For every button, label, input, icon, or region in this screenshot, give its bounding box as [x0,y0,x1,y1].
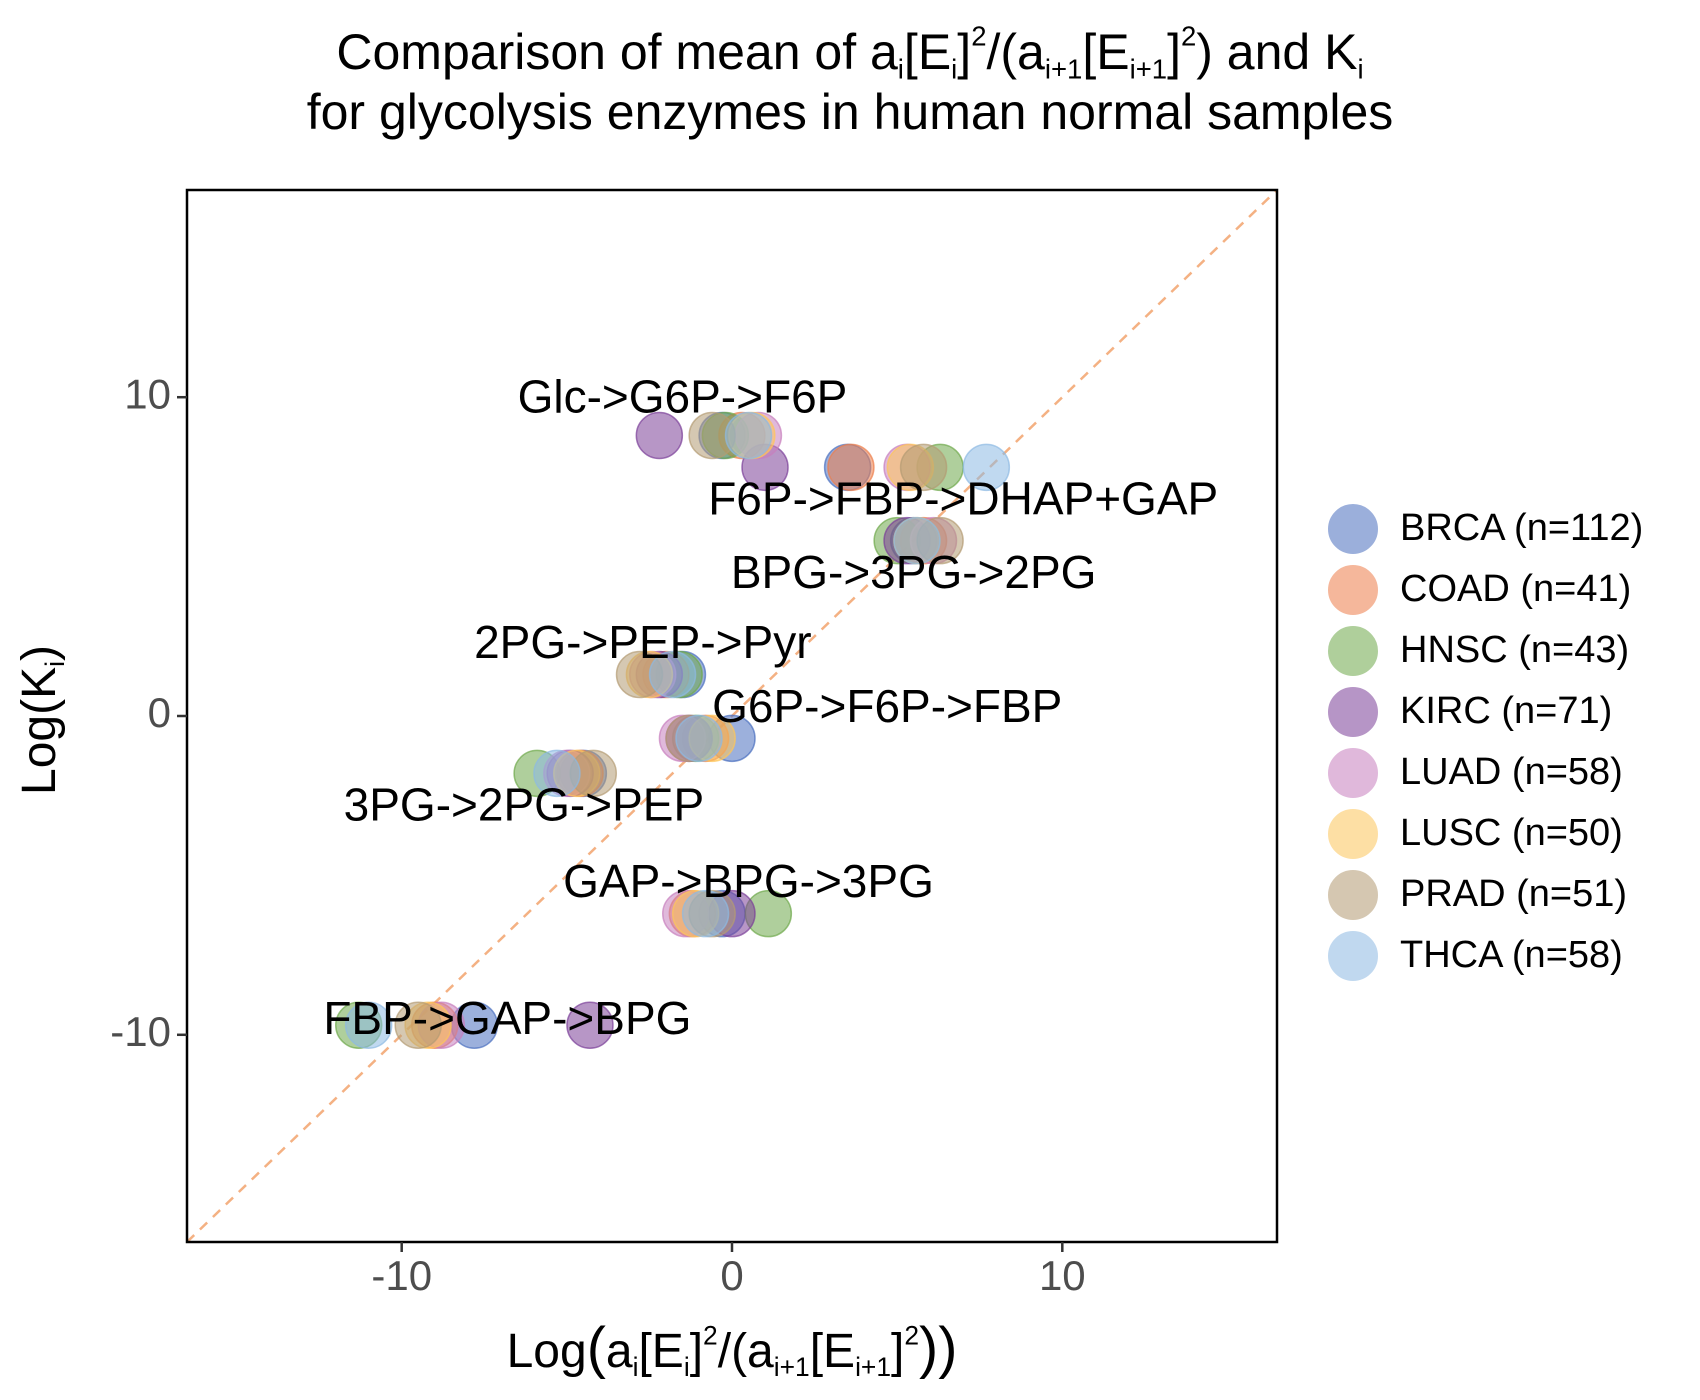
y-tick-label: -10 [110,1008,171,1055]
legend-item: LUAD (n=58) [1328,742,1643,803]
annotations-layer: Glc->G6P->F6P F6P->FBP->DHAP+GAP BPG->3PG-… [323,371,1218,1045]
title-text: (a [1000,24,1045,80]
x-label-sup: 2 [904,1320,920,1351]
legend-label: HNSC (n=43) [1400,629,1630,671]
group-annotation-label: GAP->BPG->3PG [563,855,934,907]
scatter-point [394,1001,442,1049]
legend-item: HNSC (n=43) [1328,620,1643,681]
x-label-sub: i+1 [773,1352,810,1383]
legend-label: COAD (n=41) [1400,568,1632,610]
legend-swatch [1328,808,1378,859]
legend-item: THCA (n=58) [1328,925,1643,986]
title-text: [E [903,24,952,80]
ticks-layer: -10 0 10 -10 0 10 [110,370,1085,1299]
scatter-point [533,749,581,798]
x-label-sub: i [632,1352,639,1383]
title-sub: i [951,53,958,85]
scatter-point [724,411,773,460]
scatter-point [635,411,684,460]
group-annotation-label: F6P->FBP->DHAP+GAP [708,473,1218,525]
scatter-point [675,714,723,763]
scatter-point [893,516,941,565]
legend-item: COAD (n=41) [1328,559,1643,620]
scatter-point [899,443,948,492]
legend-item: LUSC (n=50) [1328,803,1643,864]
scatter-point [648,650,697,699]
y-label-text: ) [13,645,66,662]
x-label-text: [E [638,1325,684,1378]
x-label-text: a [605,1325,633,1378]
y-label-sub: i [40,661,71,667]
scatter-point [681,889,730,938]
x-label-text: ] [891,1325,905,1378]
legend-label: PRAD (n=51) [1400,873,1628,915]
legend-label: THCA (n=58) [1400,934,1623,976]
x-label-text: [E [809,1325,856,1378]
title-slash: / [986,24,1001,80]
legend-swatch [1328,564,1378,615]
title-sub: i+1 [1129,53,1168,85]
x-label-sub: i+1 [855,1352,892,1383]
y-label-text: Log(K [13,666,66,795]
x-label-slash: / [717,1325,732,1378]
legend-item: KIRC (n=71) [1328,681,1643,742]
legend-item: BRCA (n=112) [1328,498,1643,559]
x-label-paren: )) [919,1316,958,1380]
title-text: Comparison of mean of a [336,24,898,80]
y-tick-label: 0 [148,689,171,736]
x-label-sup: 2 [703,1320,718,1351]
legend-swatch [1328,503,1378,554]
title-text: [E [1082,24,1130,80]
title-sub: i+1 [1044,53,1083,85]
x-label-text: Log [506,1325,587,1378]
legend-swatch [1328,686,1378,737]
title-sub: i [1357,53,1364,85]
x-tick-label: -10 [371,1252,432,1299]
title-sub: i [897,53,904,85]
legend-item: PRAD (n=51) [1328,864,1643,925]
chart-title: Comparison of mean of ai[Ei]2/(ai+1[Ei+1… [0,22,1700,142]
x-axis-label: Log(ai[Ei]2/(ai+1[Ei+1]2)) [187,1318,1277,1382]
legend-label: LUAD (n=58) [1400,751,1623,793]
x-label-text: (a [731,1325,774,1378]
x-label-text: ] [689,1325,704,1378]
legend: BRCA (n=112) COAD (n=41) HNSC (n=43) KIRC (… [1328,498,1643,986]
y-axis-label: Log(Ki) [10,570,70,870]
x-tick-label: 10 [1039,1252,1086,1299]
legend-label: LUSC (n=50) [1400,812,1623,854]
title-sup: 2 [971,20,987,52]
scatter-point [344,1001,393,1049]
legend-swatch [1328,747,1378,798]
group-annotation-label: FBP->GAP->BPG [323,992,691,1044]
legend-label: KIRC (n=71) [1400,690,1613,732]
title-text: ] [957,24,972,80]
y-tick-label: 10 [124,370,171,417]
title-text: ) and K [1196,24,1358,80]
legend-label: BRCA (n=112) [1400,507,1644,549]
chart-title-line-1: Comparison of mean of ai[Ei]2/(ai+1[Ei+1… [0,20,1700,85]
group-annotation-label: 3PG->2PG->PEP [344,779,705,831]
scatter-point [962,443,1011,492]
chart-title-line-2: for glycolysis enzymes in human normal s… [306,84,1394,140]
scatter-point [827,443,875,492]
legend-swatch [1328,869,1378,920]
group-annotation-label: 2PG->PEP->Pyr [474,616,811,668]
x-label-paren: ( [586,1316,606,1380]
x-tick-label: 0 [720,1252,743,1299]
legend-swatch [1328,930,1378,981]
group-annotation-label: Glc->G6P->F6P [518,371,848,423]
title-text: ] [1167,24,1181,80]
x-label-sub: i [683,1352,690,1383]
title-sup: 2 [1180,20,1197,52]
scatter-point [566,1001,614,1049]
legend-swatch [1328,625,1378,676]
points-layer [335,411,1011,1049]
group-annotation-label: BPG->3PG->2PG [731,546,1097,598]
group-annotation-label: G6P->F6P->FBP [712,680,1062,732]
